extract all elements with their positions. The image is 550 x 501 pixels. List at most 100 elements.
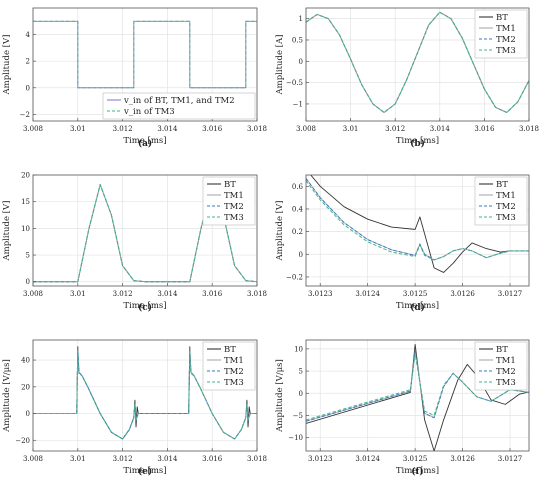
x-tick-label: 3.008 — [23, 290, 43, 298]
y-tick-label: 5 — [299, 368, 303, 376]
legend-label: BT — [224, 180, 236, 190]
legend-label: TM1 — [496, 191, 516, 201]
x-tick-label: 3.008 — [23, 125, 43, 133]
plot-frame — [305, 7, 530, 122]
y-tick-label: 10 — [294, 345, 303, 353]
x-tick-label: 3.008 — [23, 455, 43, 463]
legend-label: TM3 — [496, 213, 516, 223]
y-tick-label: −10 — [288, 434, 303, 442]
y-tick-label: 20 — [21, 172, 30, 180]
plot-frame — [32, 7, 258, 122]
panel-caption: (c) — [138, 302, 152, 313]
legend-label: TM2 — [224, 202, 244, 212]
series-line-tm3 — [306, 180, 529, 261]
x-axis-label: Time [ms] — [396, 301, 439, 311]
x-tick-label: 3.0124 — [355, 455, 380, 463]
x-tick-label: 3.018 — [247, 125, 267, 133]
legend-label: TM2 — [496, 35, 516, 45]
panel-f: 3.0123 3.0124 3.0125 3.0126 3.0127 −10 −5 0 5 10 T… — [275, 339, 530, 477]
y-tick-label: 2 — [26, 58, 30, 66]
x-tick-label: 3.012 — [113, 455, 133, 463]
x-tick-label: 3.0126 — [450, 290, 475, 298]
x-tick-label: 3.014 — [157, 125, 178, 133]
y-tick-label: 0 — [299, 58, 303, 66]
x-tick-label: 3.0123 — [308, 290, 333, 298]
legend-box — [202, 176, 256, 226]
x-tick-label: 3.012 — [113, 290, 133, 298]
x-tick-label: 3.016 — [202, 455, 223, 463]
panel-caption: (b) — [410, 138, 425, 149]
x-tick-label: 3.01 — [343, 125, 359, 133]
legend-label: TM1 — [496, 24, 516, 34]
x-tick-label: 3.0123 — [308, 455, 333, 463]
legend-label: v_in of BT, TM1, and TM2 — [123, 96, 235, 106]
y-tick-label: 4 — [26, 31, 31, 39]
y-axis-label: Amplitude [V] — [2, 201, 12, 262]
y-tick-label: −5 — [293, 412, 303, 420]
legend-label: TM2 — [496, 202, 516, 212]
panel-d: 3.0123 3.0124 3.0125 3.0126 3.0127 −0.2 0 0.2 0.… — [275, 174, 530, 313]
x-tick-label: 3.0124 — [355, 290, 380, 298]
x-tick-label: 3.014 — [157, 455, 178, 463]
x-axis-label: Time [ms] — [123, 301, 166, 311]
panel-b: 3.008 3.01 3.012 3.014 3.016 3.018 −1 −0.5 0 0.5 1… — [275, 7, 539, 149]
y-tick-label: −20 — [15, 437, 30, 445]
x-tick-label: 3.0126 — [450, 455, 475, 463]
legend-label: TM1 — [224, 356, 244, 366]
legend-label: TM1 — [496, 356, 516, 366]
legend-box — [474, 176, 528, 226]
x-tick-label: 3.016 — [202, 290, 223, 298]
legend-label: TM3 — [224, 378, 244, 388]
series-line-bt — [310, 175, 529, 273]
panel-c: 3.008 3.01 3.012 3.014 3.016 3.018 0 5 10 15 20 Tim… — [2, 172, 267, 314]
y-tick-label: 10 — [21, 225, 30, 233]
x-tick-label: 3.008 — [296, 125, 316, 133]
legend-box — [202, 341, 256, 391]
x-tick-label: 3.012 — [113, 125, 133, 133]
x-tick-label: 3.014 — [430, 125, 451, 133]
series-line-tm3 — [33, 350, 257, 440]
x-tick-label: 3.016 — [202, 125, 223, 133]
x-tick-label: 3.0125 — [403, 290, 428, 298]
legend-label: TM2 — [224, 367, 244, 377]
x-tick-label: 3.014 — [157, 290, 178, 298]
y-tick-label: 0 — [299, 251, 303, 259]
series-line-tm3 — [33, 20, 257, 89]
x-tick-label: 3.018 — [247, 455, 267, 463]
y-tick-label: −0.2 — [286, 273, 303, 281]
x-tick-label: 3.0127 — [498, 455, 523, 463]
legend-label: TM1 — [224, 191, 244, 201]
plot-frame — [305, 174, 530, 287]
panel-caption: (e) — [138, 466, 152, 477]
x-tick-label: 3.016 — [474, 125, 495, 133]
y-tick-label: 0.4 — [292, 205, 304, 213]
plot-frame — [305, 339, 530, 452]
series-line-tm3 — [306, 11, 529, 113]
panel-caption: (a) — [138, 138, 152, 149]
x-axis-label: Time [ms] — [396, 466, 439, 476]
x-tick-label: 3.01 — [70, 290, 86, 298]
y-tick-label: 40 — [21, 357, 30, 365]
legend-label: BT — [224, 345, 236, 355]
y-tick-label: 0 — [26, 84, 30, 92]
y-tick-label: 0.2 — [292, 228, 303, 236]
legend-label: v_in of TM3 — [123, 107, 175, 117]
y-tick-label: 0.6 — [292, 183, 304, 191]
series-line-tm3 — [33, 184, 257, 283]
legend-label: TM3 — [496, 378, 516, 388]
y-tick-label: −2 — [20, 111, 30, 119]
x-tick-label: 3.0125 — [403, 455, 428, 463]
y-tick-label: −1 — [293, 100, 303, 108]
panel-e: 3.008 3.01 3.012 3.014 3.016 3.018 −20 0 20 40 Tim… — [2, 339, 267, 477]
plot-frame — [32, 339, 258, 452]
series-line-vin — [33, 20, 257, 89]
y-tick-label: 1 — [299, 15, 303, 23]
legend-label: BT — [496, 345, 508, 355]
y-tick-label: 5 — [26, 252, 30, 260]
x-tick-label: 3.01 — [70, 455, 86, 463]
